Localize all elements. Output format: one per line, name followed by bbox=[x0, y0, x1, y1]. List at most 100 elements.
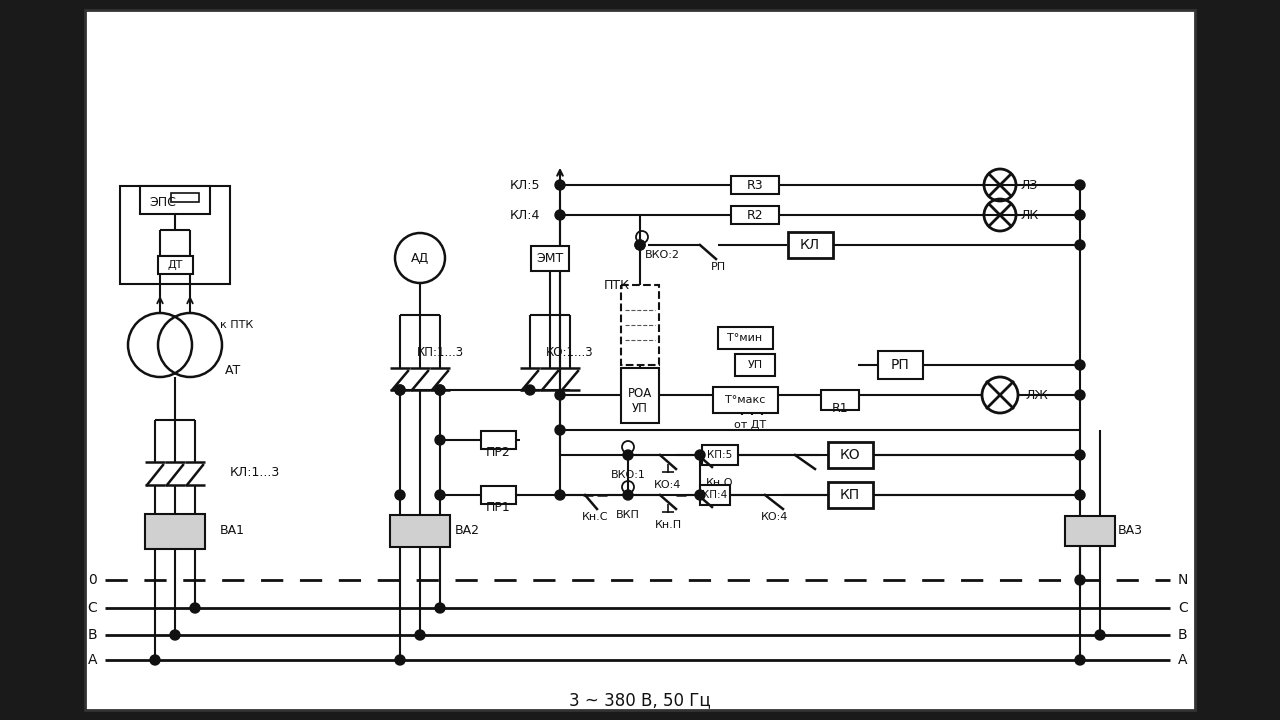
Circle shape bbox=[435, 435, 445, 445]
Bar bbox=[878, 351, 923, 379]
Bar bbox=[735, 354, 774, 376]
Text: R1: R1 bbox=[832, 402, 849, 415]
Text: R2: R2 bbox=[746, 209, 763, 222]
Bar bbox=[1065, 516, 1115, 546]
Circle shape bbox=[435, 490, 445, 500]
Text: Кн.П: Кн.П bbox=[654, 520, 681, 530]
Bar bbox=[713, 387, 777, 413]
Circle shape bbox=[1075, 655, 1085, 665]
Circle shape bbox=[1075, 575, 1085, 585]
Circle shape bbox=[170, 630, 180, 640]
Text: N: N bbox=[1178, 573, 1188, 587]
Text: ЭМТ: ЭМТ bbox=[536, 251, 563, 264]
Text: 0: 0 bbox=[88, 573, 97, 587]
Text: 3 ~ 380 В, 50 Гц: 3 ~ 380 В, 50 Гц bbox=[570, 691, 710, 709]
Text: АД: АД bbox=[411, 251, 429, 264]
Circle shape bbox=[556, 490, 564, 500]
Text: Кн.О: Кн.О bbox=[707, 478, 733, 488]
Circle shape bbox=[623, 450, 634, 460]
Circle shape bbox=[396, 655, 404, 665]
Text: T°мин: T°мин bbox=[727, 333, 763, 343]
Text: ВКО:1: ВКО:1 bbox=[611, 470, 645, 480]
Text: A: A bbox=[87, 653, 97, 667]
Text: ПР1: ПР1 bbox=[485, 500, 511, 513]
Text: ЛК: ЛК bbox=[1020, 209, 1038, 222]
Text: ЛЗ: ЛЗ bbox=[1020, 179, 1037, 192]
Text: КП: КП bbox=[840, 488, 860, 502]
Text: УП: УП bbox=[632, 402, 648, 415]
Circle shape bbox=[556, 425, 564, 435]
Bar bbox=[84, 10, 1196, 710]
Circle shape bbox=[396, 490, 404, 500]
Circle shape bbox=[635, 240, 645, 250]
Bar bbox=[700, 485, 730, 505]
Text: ЭПС: ЭПС bbox=[150, 196, 177, 209]
Circle shape bbox=[556, 210, 564, 220]
Bar bbox=[480, 486, 516, 504]
Circle shape bbox=[623, 490, 634, 500]
Text: ПТК: ПТК bbox=[604, 279, 630, 292]
Text: КЛ: КЛ bbox=[800, 238, 820, 252]
Text: ВА3: ВА3 bbox=[1117, 524, 1143, 538]
Text: КО:4: КО:4 bbox=[762, 512, 788, 522]
Circle shape bbox=[556, 180, 564, 190]
Circle shape bbox=[1075, 180, 1085, 190]
Text: ВА1: ВА1 bbox=[220, 524, 244, 538]
Circle shape bbox=[396, 385, 404, 395]
Circle shape bbox=[435, 603, 445, 613]
Text: КП:4: КП:4 bbox=[703, 490, 727, 500]
Bar bbox=[701, 445, 739, 465]
Circle shape bbox=[1075, 450, 1085, 460]
Text: B: B bbox=[87, 628, 97, 642]
Circle shape bbox=[415, 630, 425, 640]
Bar bbox=[172, 192, 198, 202]
Bar bbox=[531, 246, 570, 271]
Text: АТ: АТ bbox=[225, 364, 241, 377]
Text: к ПТК: к ПТК bbox=[220, 320, 253, 330]
Circle shape bbox=[1094, 630, 1105, 640]
Text: Кн.С: Кн.С bbox=[581, 512, 608, 522]
Bar bbox=[827, 442, 873, 468]
Bar bbox=[621, 367, 659, 423]
Bar bbox=[731, 206, 780, 224]
Circle shape bbox=[635, 240, 645, 250]
Text: РП: РП bbox=[891, 358, 909, 372]
Circle shape bbox=[435, 385, 445, 395]
Circle shape bbox=[189, 603, 200, 613]
Text: R3: R3 bbox=[746, 179, 763, 192]
Text: B: B bbox=[1178, 628, 1188, 642]
Text: КО:4: КО:4 bbox=[654, 480, 682, 490]
Text: T°макс: T°макс bbox=[724, 395, 765, 405]
Text: КО:1...3: КО:1...3 bbox=[547, 346, 594, 359]
Text: C: C bbox=[87, 601, 97, 615]
Text: РП: РП bbox=[710, 262, 726, 272]
Circle shape bbox=[556, 390, 564, 400]
Text: A: A bbox=[1178, 653, 1188, 667]
Bar bbox=[827, 482, 873, 508]
Text: ВКО:2: ВКО:2 bbox=[645, 250, 680, 260]
Bar bbox=[480, 431, 516, 449]
Circle shape bbox=[525, 385, 535, 395]
Bar bbox=[84, 10, 1196, 710]
Text: ПР2: ПР2 bbox=[485, 446, 511, 459]
Circle shape bbox=[1075, 240, 1085, 250]
Text: от ДТ: от ДТ bbox=[733, 420, 765, 430]
Circle shape bbox=[396, 385, 404, 395]
Text: ДТ: ДТ bbox=[168, 260, 183, 270]
Bar bbox=[145, 513, 205, 549]
Text: C: C bbox=[1178, 601, 1188, 615]
Bar bbox=[731, 176, 780, 194]
Circle shape bbox=[1075, 490, 1085, 500]
Circle shape bbox=[150, 655, 160, 665]
Circle shape bbox=[1075, 390, 1085, 400]
Text: ЛЖ: ЛЖ bbox=[1025, 389, 1048, 402]
Text: УП: УП bbox=[748, 360, 763, 370]
Text: КЛ:1...3: КЛ:1...3 bbox=[230, 466, 280, 479]
Bar bbox=[820, 390, 859, 410]
Circle shape bbox=[435, 385, 445, 395]
Text: КО: КО bbox=[840, 448, 860, 462]
Circle shape bbox=[1075, 360, 1085, 370]
Bar bbox=[157, 256, 192, 274]
Text: ВА2: ВА2 bbox=[454, 524, 480, 538]
Text: КЛ:5: КЛ:5 bbox=[509, 179, 540, 192]
